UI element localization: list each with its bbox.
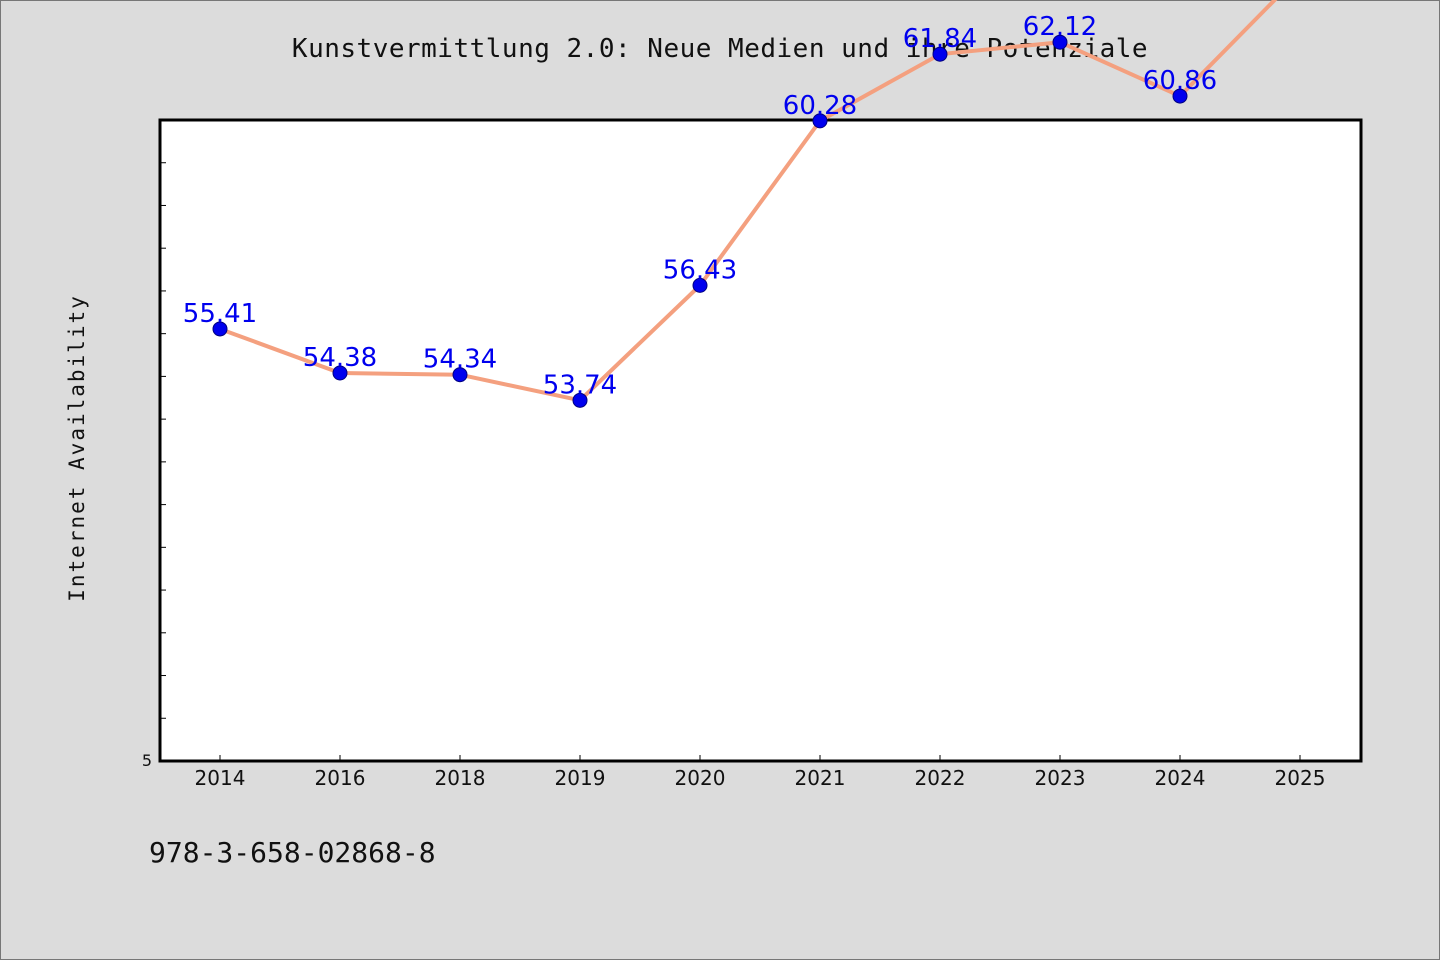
series-line — [219, 0, 1278, 403]
data-value-label: 53.74 — [543, 370, 617, 400]
footer-code: 978-3-658-02868-8 — [149, 836, 436, 869]
data-value-label: 54.34 — [423, 345, 497, 375]
data-point-marker — [572, 392, 588, 408]
x-tick-label: 2014 — [195, 766, 246, 790]
data-point-marker — [1172, 88, 1188, 104]
data-value-label: 61.84 — [903, 24, 977, 54]
x-tick-label: 2024 — [1155, 766, 1206, 790]
data-point-marker — [332, 365, 348, 381]
data-point-marker — [212, 321, 228, 337]
x-tick-label: 2021 — [795, 766, 846, 790]
x-tick-label: 2020 — [675, 766, 726, 790]
x-axis-ticks: 2014 2016 2018 2019 2020 2021 2022 2023 2024 2025 — [195, 755, 1326, 790]
data-point-marker — [452, 367, 468, 383]
y-tick-label: 5 — [142, 751, 152, 770]
data-point-marker — [1052, 34, 1068, 50]
data-point-marker — [812, 113, 828, 129]
x-tick-label: 2022 — [915, 766, 966, 790]
data-value-label: 62.12 — [1023, 12, 1097, 42]
series-markers — [212, 34, 1188, 408]
data-value-label: 54.38 — [303, 343, 377, 373]
x-tick-label: 2025 — [1275, 766, 1326, 790]
data-value-label: 55.41 — [183, 299, 257, 329]
x-tick-label: 2019 — [555, 766, 606, 790]
y-axis-ticks — [160, 162, 166, 719]
data-point-marker — [692, 277, 708, 293]
x-tick-label: 2016 — [315, 766, 366, 790]
data-point-marker — [932, 46, 948, 62]
series-line-group — [219, 0, 1278, 403]
data-value-label: 56.43 — [663, 255, 737, 285]
x-tick-label: 2023 — [1035, 766, 1086, 790]
data-value-label: 60.86 — [1143, 66, 1217, 96]
data-value-label: 60.28 — [783, 91, 857, 121]
value-labels: 55.41 54.38 54.34 53.74 56.43 60.28 61.84 62.12… — [183, 12, 1217, 400]
plot-area — [158, 118, 1363, 763]
x-tick-label: 2018 — [435, 766, 486, 790]
